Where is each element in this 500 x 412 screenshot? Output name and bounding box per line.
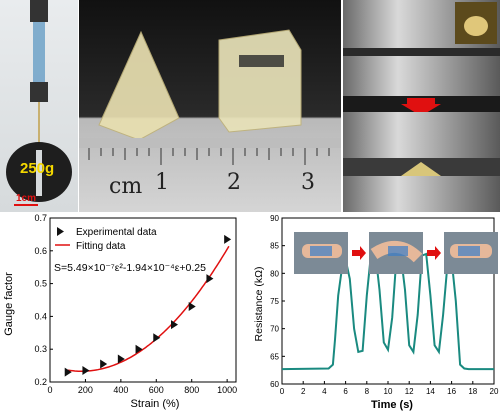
inset-gel xyxy=(464,16,488,36)
data-point xyxy=(64,367,72,377)
arrow-down-icon xyxy=(401,98,441,116)
y-tick-label: 85 xyxy=(270,242,279,251)
y-tick-label: 0.6 xyxy=(34,246,47,256)
data-point xyxy=(224,234,232,244)
photo-molded-shapes: cm 1 2 3 xyxy=(79,0,341,212)
ruler-number-1: 1 xyxy=(155,170,169,195)
data-point xyxy=(206,274,214,284)
x-tick-label: 2 xyxy=(301,387,306,396)
x-tick-label: 4 xyxy=(322,387,327,396)
axis-ticks: 0 2 4 6 8 10 12 14 16 18 20 60 65 70 75 80 85 90 xyxy=(270,214,499,396)
x-axis-label: Strain (%) xyxy=(131,398,180,410)
x-tick-label: 10 xyxy=(384,387,393,396)
x-tick-label: 14 xyxy=(426,387,435,396)
x-tick-label: 20 xyxy=(490,387,499,396)
top-clamp xyxy=(30,0,48,22)
x-tick-label: 0 xyxy=(280,387,285,396)
legend: Experimental data Fitting data xyxy=(55,227,157,252)
data-point xyxy=(153,333,161,343)
pyramid-gel xyxy=(98,30,180,141)
y-tick-label: 90 xyxy=(270,214,279,223)
x-axis-label: Time (s) xyxy=(371,399,413,411)
experimental-points xyxy=(64,234,232,377)
compression-illustration xyxy=(343,0,500,212)
y-axis-label: Resistance (kΩ) xyxy=(253,267,265,342)
sensor-3 xyxy=(458,246,480,256)
compressed-gel xyxy=(401,162,441,176)
y-tick-label: 0.2 xyxy=(34,377,47,387)
ruler-ticks xyxy=(88,148,330,165)
data-point xyxy=(82,366,90,376)
weight-slot xyxy=(36,150,42,196)
x-tick-label: 1000 xyxy=(217,385,237,395)
bending-photos xyxy=(294,232,498,274)
data-point xyxy=(100,359,108,369)
molded-shapes-illustration xyxy=(79,29,341,165)
scale-bar-label: 1cm xyxy=(16,193,37,204)
gauge-factor-chart: 0 200 400 600 800 1000 0.2 0.3 0.4 0.5 0.6 0.7 Expe… xyxy=(3,214,237,410)
x-tick-label: 0 xyxy=(47,385,52,395)
y-tick-label: 75 xyxy=(270,297,279,306)
x-tick-label: 8 xyxy=(365,387,370,396)
x-tick-label: 16 xyxy=(447,387,456,396)
x-tick-label: 800 xyxy=(184,385,199,395)
y-tick-label: 65 xyxy=(270,352,279,361)
y-tick-label: 80 xyxy=(270,269,279,278)
data-point xyxy=(135,344,143,354)
y-tick-label: 0.3 xyxy=(34,344,47,354)
ruler-edge xyxy=(79,138,341,148)
hydrogel-specimen xyxy=(33,22,45,82)
legend-fitting: Fitting data xyxy=(76,241,126,252)
x-tick-label: 6 xyxy=(343,387,348,396)
legend-experimental: Experimental data xyxy=(76,227,157,238)
y-axis-label: Gauge factor xyxy=(3,272,15,336)
y-tick-label: 0.5 xyxy=(34,279,47,289)
cube-gel xyxy=(218,29,302,133)
sensor-2 xyxy=(388,246,408,256)
y-tick-label: 70 xyxy=(270,325,279,334)
data-point xyxy=(188,302,196,312)
fit-equation: S=5.49×10⁻⁷ε²-1.94×10⁻⁴ε+0.25 xyxy=(54,262,206,274)
cube-hole xyxy=(239,55,284,67)
resistance-chart: 0 2 4 6 8 10 12 14 16 18 20 60 65 70 75 80 85 90 Time (s)… xyxy=(253,214,499,411)
x-tick-label: 12 xyxy=(405,387,414,396)
arrow-right-icon xyxy=(352,246,366,260)
bottom-clamp xyxy=(30,82,48,102)
arrow-right-icon xyxy=(427,246,441,260)
press-gap-before xyxy=(343,48,500,56)
photo-stretch-weight: 250g 1cm xyxy=(0,0,78,212)
x-tick-label: 200 xyxy=(78,385,93,395)
plot-frame xyxy=(49,217,237,383)
ruler-number-3: 3 xyxy=(301,170,315,195)
y-tick-label: 60 xyxy=(270,380,279,389)
axis-ticks: 0 200 400 600 800 1000 0.2 0.3 0.4 0.5 0.6 0.7 xyxy=(34,214,237,395)
x-tick-label: 18 xyxy=(468,387,477,396)
fitting-curve xyxy=(67,245,230,372)
y-tick-label: 0.7 xyxy=(34,214,47,223)
ruler-unit: cm xyxy=(109,174,143,199)
legend-marker-experimental xyxy=(57,227,64,236)
photo-compression-test xyxy=(343,0,500,212)
data-point xyxy=(117,354,125,364)
ruler-number-2: 2 xyxy=(227,170,241,195)
weight-label: 250g xyxy=(20,160,55,177)
y-tick-label: 0.4 xyxy=(34,311,47,321)
data-point xyxy=(171,320,178,330)
stretch-weight-illustration xyxy=(6,0,72,206)
x-tick-label: 600 xyxy=(149,385,164,395)
x-tick-label: 400 xyxy=(113,385,128,395)
sensor-1 xyxy=(310,246,332,256)
